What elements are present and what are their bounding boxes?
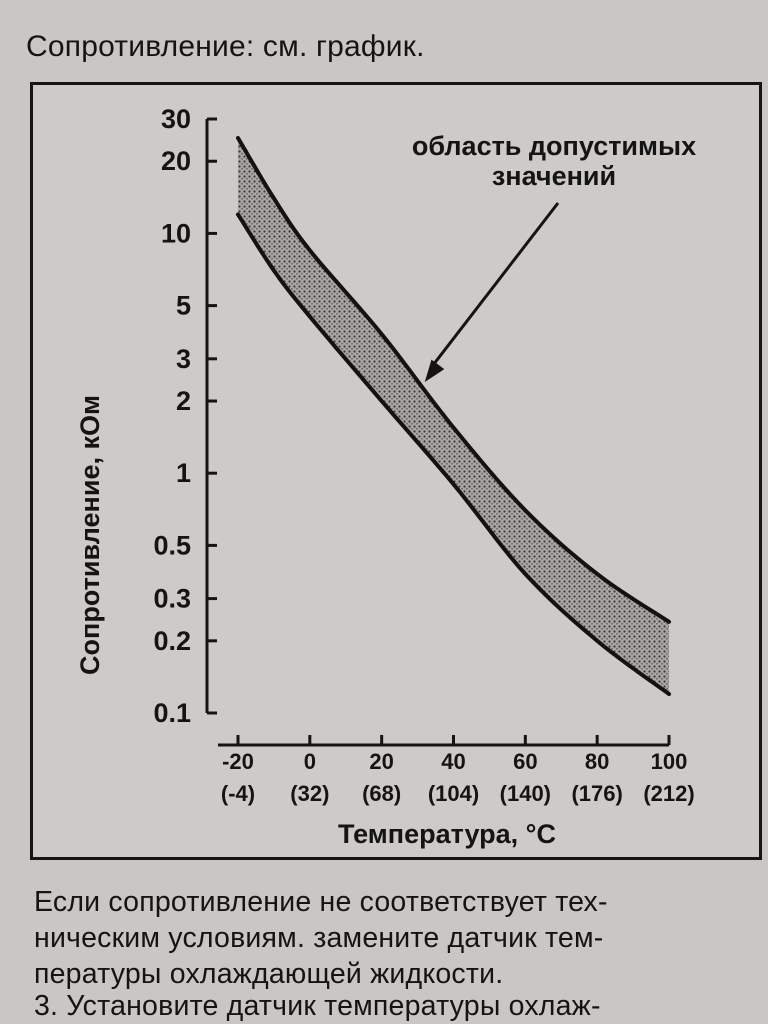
y-tick-label: 20 bbox=[161, 146, 191, 176]
x-tick-label-celsius: -20 bbox=[222, 749, 254, 774]
x-tick-label-fahrenheit: (68) bbox=[362, 781, 401, 806]
x-tick-label-celsius: 100 bbox=[651, 749, 688, 774]
annotation-arrowhead bbox=[424, 359, 445, 383]
step-3-text: 3. Установите датчик температуры охлаж- bbox=[34, 990, 601, 1022]
y-tick-label: 0.2 bbox=[153, 626, 191, 656]
y-tick-label: 3 bbox=[176, 344, 191, 374]
annotation-arrow-layer bbox=[424, 202, 560, 383]
tolerance-band bbox=[238, 137, 669, 695]
paragraph-line: пературы охлаждающей жидкости. bbox=[34, 958, 504, 990]
x-tick-label-celsius: 80 bbox=[585, 749, 609, 774]
annotation-arrow-shaft bbox=[429, 202, 560, 369]
x-tick-label-celsius: 60 bbox=[513, 749, 537, 774]
y-tick-label: 30 bbox=[161, 104, 191, 134]
y-tick-label: 5 bbox=[176, 291, 191, 321]
x-tick-label-fahrenheit: (176) bbox=[571, 781, 622, 806]
y-tick-label: 0.1 bbox=[153, 698, 191, 728]
y-tick-label: 2 bbox=[176, 386, 191, 416]
y-axis-label: Сопротивление, кОм bbox=[75, 395, 105, 675]
ticks-layer: 30 20 10 5 3 2 1 0.5 0.3 0.2 0.1 -20 (-4) 0 (32) 20 (68)… bbox=[153, 104, 694, 806]
annotation-line-1: область допустимых bbox=[412, 131, 696, 161]
upper-limit-curve bbox=[236, 135, 671, 624]
x-tick-label-celsius: 20 bbox=[369, 749, 393, 774]
x-tick-label-celsius: 40 bbox=[441, 749, 465, 774]
paragraph-line: Если сопротивление не соответствует тех- bbox=[34, 886, 608, 918]
paragraph-line: ническим условиям. замените датчик тем- bbox=[34, 922, 604, 954]
page-caption: Сопротивление: см. график. bbox=[26, 30, 425, 63]
x-tick-label-celsius: 0 bbox=[304, 749, 316, 774]
resistance-chart: 30 20 10 5 3 2 1 0.5 0.3 0.2 0.1 -20 (-4) 0 (32) 20 (68)… bbox=[75, 104, 696, 849]
instruction-paragraph: Если сопротивление не соответствует тех-… bbox=[34, 884, 750, 992]
annotation-line-2: значений bbox=[492, 161, 616, 191]
y-tick-label: 10 bbox=[161, 218, 191, 248]
x-axis-label: Температура, °C bbox=[338, 819, 556, 849]
x-tick-label-fahrenheit: (104) bbox=[428, 781, 479, 806]
y-tick-label: 0.3 bbox=[153, 584, 191, 614]
x-tick-label-fahrenheit: (212) bbox=[643, 781, 694, 806]
y-tick-label: 0.5 bbox=[153, 530, 191, 560]
x-tick-label-fahrenheit: (32) bbox=[290, 781, 329, 806]
x-tick-label-fahrenheit: (140) bbox=[500, 781, 551, 806]
chart-frame: 30 20 10 5 3 2 1 0.5 0.3 0.2 0.1 -20 (-4) 0 (32) 20 (68)… bbox=[30, 82, 762, 860]
lower-limit-curve bbox=[236, 212, 671, 697]
axes-layer bbox=[205, 119, 669, 747]
curves-layer bbox=[236, 135, 671, 697]
x-tick-label-fahrenheit: (-4) bbox=[221, 781, 255, 806]
tolerance-band-layer bbox=[238, 137, 669, 695]
y-tick-label: 1 bbox=[176, 458, 191, 488]
